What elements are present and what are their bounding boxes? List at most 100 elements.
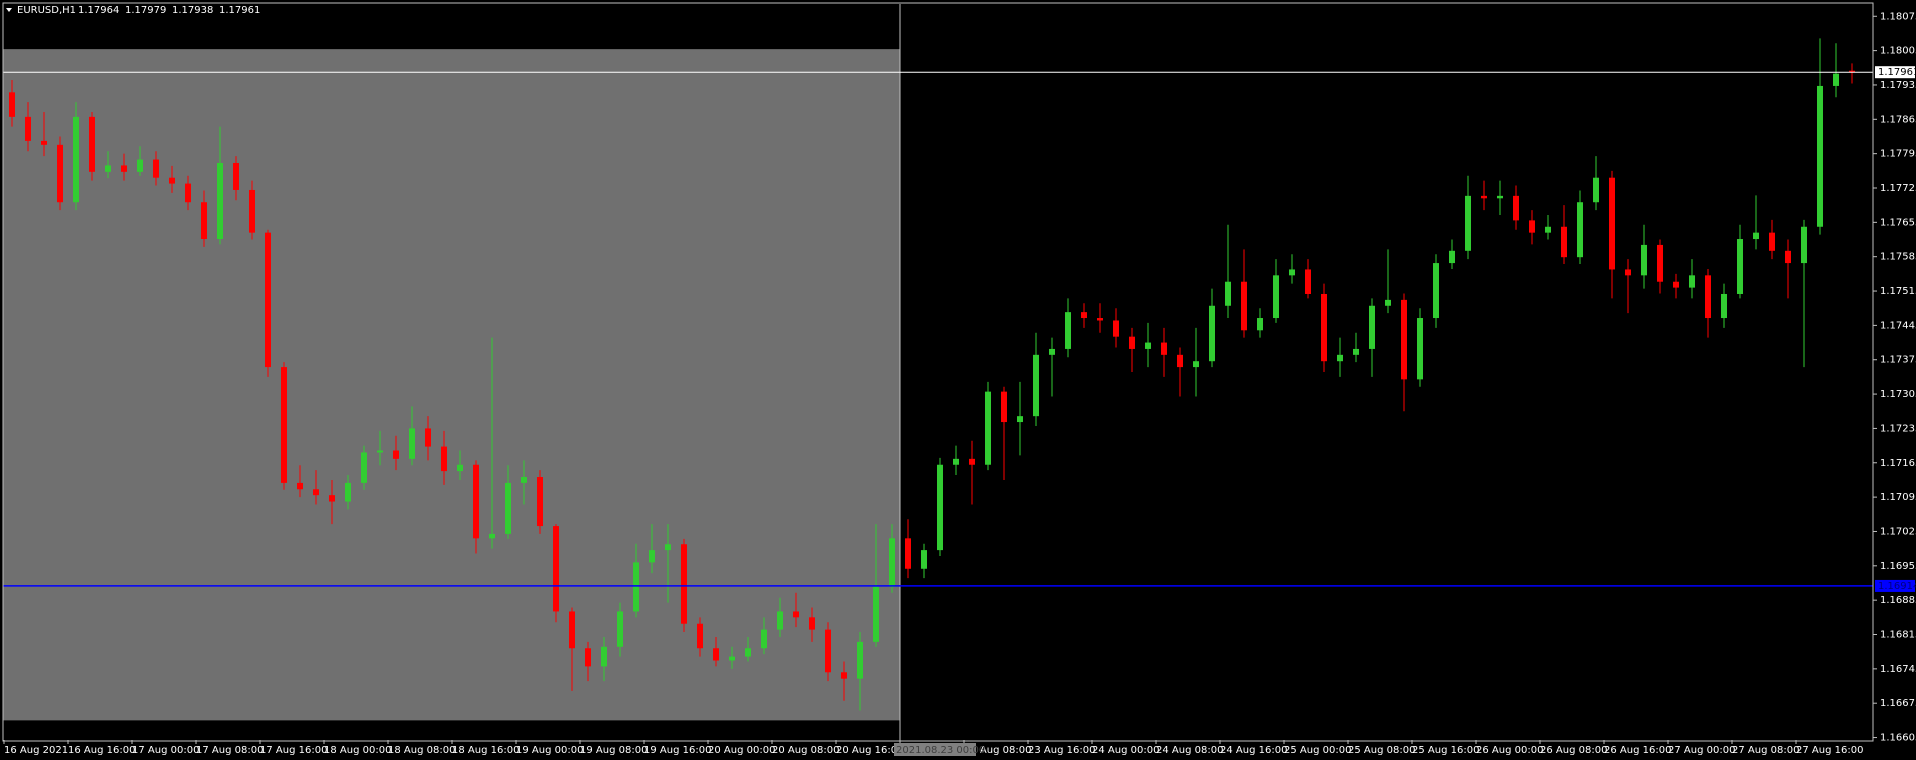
y-tick-label: 1.18075 [1880, 11, 1916, 22]
candle-body [617, 611, 623, 647]
x-tick-label: 24 Aug 16:00 [1220, 745, 1287, 756]
candle-body [905, 538, 911, 569]
candle-body [1577, 202, 1583, 258]
x-tick-label: 25 Aug 00:00 [1284, 745, 1351, 756]
candle-body [1081, 312, 1087, 319]
candle-body [1529, 220, 1535, 233]
candle-body [89, 116, 95, 172]
candle-body [1817, 85, 1823, 227]
y-tick-label: 1.16955 [1880, 561, 1916, 572]
candle-body [41, 140, 47, 145]
candle-body [649, 550, 655, 563]
candle-body [1465, 195, 1471, 251]
candle-body [297, 482, 303, 490]
candle-body [169, 177, 175, 184]
candle-body [1337, 354, 1343, 362]
candle-body [1417, 318, 1423, 380]
candle-body [105, 165, 111, 172]
candle-body [1305, 269, 1311, 294]
candle-body [1177, 354, 1183, 368]
y-tick-label: 1.17655 [1880, 217, 1916, 228]
x-tick-label: 17 Aug 00:00 [132, 745, 199, 756]
candle-body [121, 165, 127, 172]
candle-body [1209, 305, 1215, 362]
candle-body [889, 538, 895, 587]
candle-body [1017, 416, 1023, 423]
candle-body [313, 489, 319, 496]
candle-body [1401, 299, 1407, 380]
candle-body [57, 144, 63, 203]
candle-body [457, 464, 463, 472]
candle-body [793, 611, 799, 618]
x-tick-label: 27 Aug 08:00 [1732, 745, 1799, 756]
current-price-label: 1.17961 [1878, 67, 1916, 78]
x-tick-label: 18 Aug 16:00 [452, 745, 519, 756]
candle-body [585, 648, 591, 667]
y-tick-label: 1.17375 [1880, 355, 1916, 366]
x-tick-label: 19 Aug 16:00 [644, 745, 711, 756]
candle-body [745, 648, 751, 657]
candle-body [1721, 293, 1727, 319]
candle-body [377, 450, 383, 453]
candle-body [345, 482, 351, 502]
candle-body [1545, 226, 1551, 233]
candle-body [1753, 232, 1759, 240]
candle-body [473, 464, 479, 539]
candle-body [1033, 354, 1039, 417]
candle-body [1289, 269, 1295, 276]
candle-body [1625, 269, 1631, 276]
candle-body [153, 159, 159, 178]
x-tick-label: 26 Aug 00:00 [1476, 745, 1543, 756]
x-tick-label: 25 Aug 16:00 [1412, 745, 1479, 756]
menu-arrow[interactable] [6, 8, 12, 12]
candle-body [969, 458, 975, 465]
candle-body [1561, 226, 1567, 258]
candle-body [921, 550, 927, 569]
candle-body [329, 495, 335, 502]
candle-body [1369, 305, 1375, 349]
candle-body [937, 464, 943, 551]
candle-body [1593, 177, 1599, 203]
candle-body [841, 672, 847, 679]
header-quote: 1.17938 [172, 5, 213, 16]
x-tick-label: 17 Aug 16:00 [260, 745, 327, 756]
candle-body [633, 562, 639, 612]
x-tick-label: 16 Aug 2021 [4, 745, 68, 756]
y-tick-label: 1.17585 [1880, 252, 1916, 263]
candle-body [1481, 195, 1487, 199]
header-quote: 1.17964 [78, 5, 119, 16]
current-price-tag [1875, 66, 1915, 79]
x-tick-label: 17 Aug 08:00 [196, 745, 263, 756]
y-tick-label: 1.16675 [1880, 698, 1916, 709]
candle-body [9, 92, 15, 117]
candle-body [249, 189, 255, 233]
candle-body [857, 641, 863, 679]
candle-body [425, 428, 431, 447]
candle-body [1193, 361, 1199, 368]
candle-body [1769, 232, 1775, 251]
y-tick-label: 1.17725 [1880, 183, 1916, 194]
y-tick-label: 1.16605 [1880, 733, 1916, 744]
candle-body [1161, 342, 1167, 355]
x-tick-label: 20 Aug 00:00 [708, 745, 775, 756]
y-tick-label: 1.16885 [1880, 595, 1916, 606]
candle-body [185, 183, 191, 203]
header-quote: 1.17961 [219, 5, 260, 16]
candle-body [985, 391, 991, 465]
x-tick-label: 27 Aug 00:00 [1668, 745, 1735, 756]
y-tick-label: 1.17795 [1880, 149, 1916, 160]
header-quote: 1.17979 [125, 5, 166, 16]
candle-body [553, 526, 559, 612]
candle-body [201, 202, 207, 240]
candle-body [873, 586, 879, 642]
candle-body [569, 611, 575, 649]
price-tag-label: 1.16914 [1878, 581, 1916, 592]
x-tick-label: 18 Aug 00:00 [324, 745, 391, 756]
candle-body [1449, 250, 1455, 264]
y-tick-label: 1.17305 [1880, 389, 1916, 400]
x-tick-label: 23 Aug 16:00 [1028, 745, 1095, 756]
candle-body [441, 446, 447, 472]
candle-body [1497, 195, 1503, 199]
candle-body [1801, 226, 1807, 264]
